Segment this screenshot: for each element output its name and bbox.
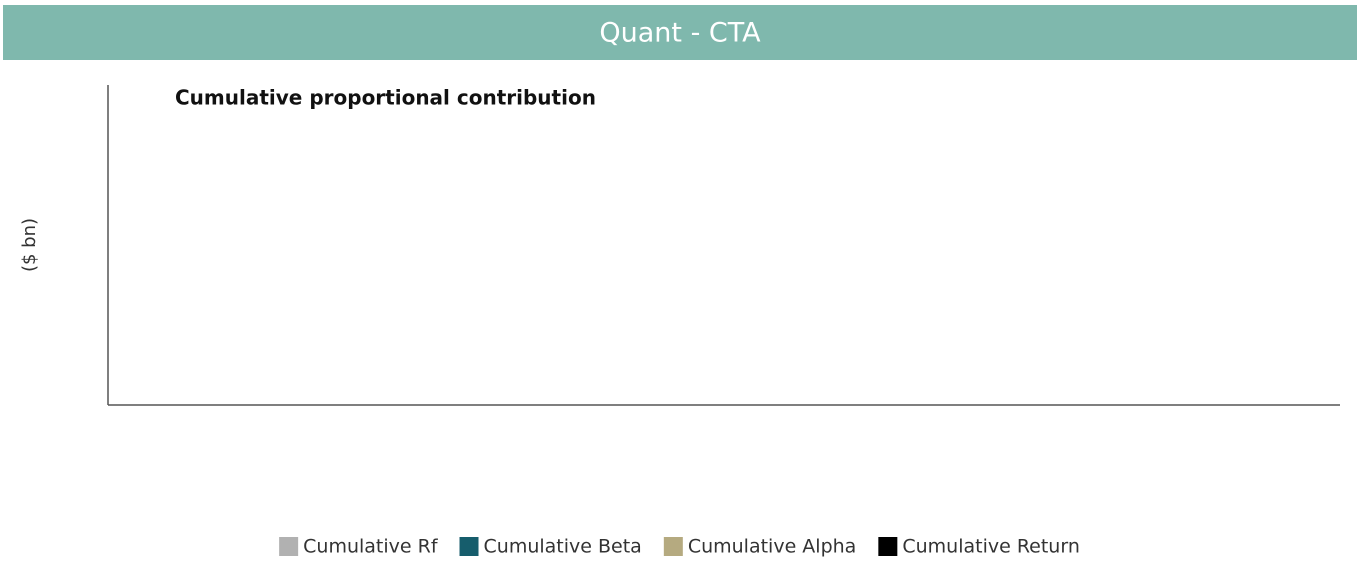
y-axis-label: ($ bn) (19, 218, 40, 272)
legend-label: Cumulative Return (902, 536, 1080, 558)
legend-swatch (459, 537, 479, 556)
legend-label: Cumulative Rf (303, 536, 439, 558)
annotation-box (160, 84, 606, 210)
legend-swatch (663, 537, 683, 556)
legend-label: Cumulative Beta (484, 536, 642, 558)
legend: Cumulative Rf Cumulative Beta Cumulative A… (279, 536, 1080, 558)
title-banner (3, 5, 1357, 60)
annotation: Cumulative proportional contribution Rf:… (160, 84, 606, 210)
legend-swatch (279, 537, 299, 556)
legend-swatch (878, 537, 898, 556)
legend-label: Cumulative Alpha (688, 536, 857, 558)
annotation-title: Cumulative proportional contribution (175, 86, 596, 110)
axes (107, 85, 1340, 406)
chart-title: Quant - CTA (599, 18, 761, 49)
